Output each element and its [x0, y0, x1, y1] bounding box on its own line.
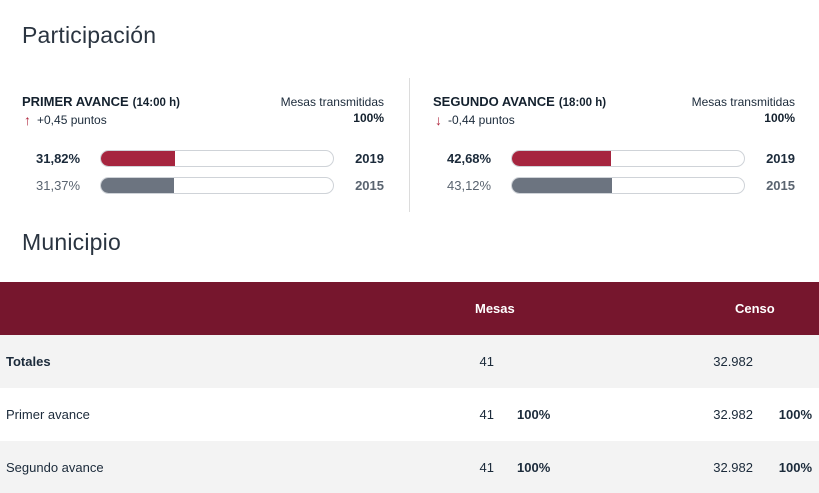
progress-bar: [511, 177, 745, 194]
table-header: Mesas Censo: [0, 282, 819, 335]
delta: ↓ -0,44 puntos: [435, 113, 515, 127]
mesas-transmitidas-label: Mesas transmitidas: [280, 95, 384, 109]
bar-percent: 31,82%: [36, 151, 81, 166]
column-header-censo: Censo: [735, 301, 775, 316]
participacion-title: Participación: [22, 22, 157, 48]
progress-bar: [511, 150, 745, 167]
censo-percent: 100%: [778, 407, 812, 422]
censo-value: 32.982: [713, 460, 753, 475]
row-label: Totales: [6, 354, 51, 369]
censo-value: 32.982: [713, 407, 753, 422]
progress-fill: [512, 178, 613, 193]
panel-divider: [409, 78, 410, 212]
bar-percent: 31,37%: [36, 178, 81, 193]
delta-text: -0,44 puntos: [448, 113, 515, 127]
censo-percent: 100%: [778, 460, 812, 475]
progress-fill: [101, 178, 174, 193]
table-row-segundo-avance: Segundo avance 41 100% 32.982 100%: [0, 441, 819, 493]
panel-time: (14:00 h): [132, 97, 180, 109]
progress-fill: [101, 151, 175, 166]
arrow-up-icon: ↑: [24, 112, 31, 128]
mesas-value: 41: [479, 460, 494, 475]
panel-title-text: SEGUNDO AVANCE: [433, 94, 555, 109]
segundo-avance-panel: SEGUNDO AVANCE (18:00 h) ↓ -0,44 puntos Me…: [433, 78, 795, 212]
bar-year: 2015: [766, 178, 795, 193]
panel-title: SEGUNDO AVANCE (18:00 h): [433, 94, 606, 109]
panel-time: (18:00 h): [558, 97, 607, 109]
primer-avance-panel: PRIMER AVANCE (14:00 h) ↑ +0,45 puntos Mes…: [22, 78, 384, 212]
bar-year: 2019: [766, 151, 795, 166]
table-row-totales: Totales 41 32.982: [0, 335, 819, 388]
bar-percent: 42,68%: [447, 151, 492, 166]
bar-row-2015: 31,37% 2015: [22, 177, 384, 195]
mesas-percent: 100%: [517, 460, 551, 475]
progress-fill: [512, 151, 612, 166]
arrow-down-icon: ↓: [435, 112, 442, 128]
bar-row-2019: 42,68% 2019: [433, 150, 795, 168]
bar-row-2019: 31,82% 2019: [22, 150, 384, 168]
column-header-mesas: Mesas: [475, 301, 515, 316]
bar-year: 2019: [355, 151, 384, 166]
row-label: Segundo avance: [6, 460, 104, 475]
progress-bar: [100, 150, 334, 167]
mesas-value: 41: [479, 407, 494, 422]
bar-year: 2015: [355, 178, 384, 193]
progress-bar: [100, 177, 334, 194]
mesas-transmitidas-value: 100%: [353, 111, 384, 125]
delta: ↑ +0,45 puntos: [24, 113, 107, 127]
bar-row-2015: 43,12% 2015: [433, 177, 795, 195]
panel-title-text: PRIMER AVANCE: [22, 94, 129, 109]
censo-value: 32.982: [713, 354, 753, 369]
mesas-value: 41: [479, 354, 494, 369]
mesas-transmitidas-value: 100%: [764, 111, 795, 125]
mesas-transmitidas-label: Mesas transmitidas: [691, 95, 795, 109]
bar-percent: 43,12%: [447, 178, 492, 193]
delta-text: +0,45 puntos: [37, 113, 107, 127]
table-row-primer-avance: Primer avance 41 100% 32.982 100%: [0, 388, 819, 441]
municipio-title: Municipio: [22, 229, 121, 255]
mesas-percent: 100%: [517, 407, 551, 422]
row-label: Primer avance: [6, 407, 90, 422]
panel-title: PRIMER AVANCE (14:00 h): [22, 94, 180, 109]
